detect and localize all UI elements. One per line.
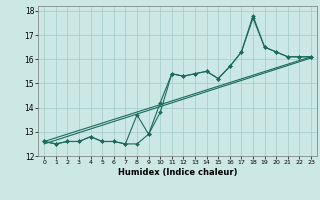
X-axis label: Humidex (Indice chaleur): Humidex (Indice chaleur) (118, 168, 237, 177)
